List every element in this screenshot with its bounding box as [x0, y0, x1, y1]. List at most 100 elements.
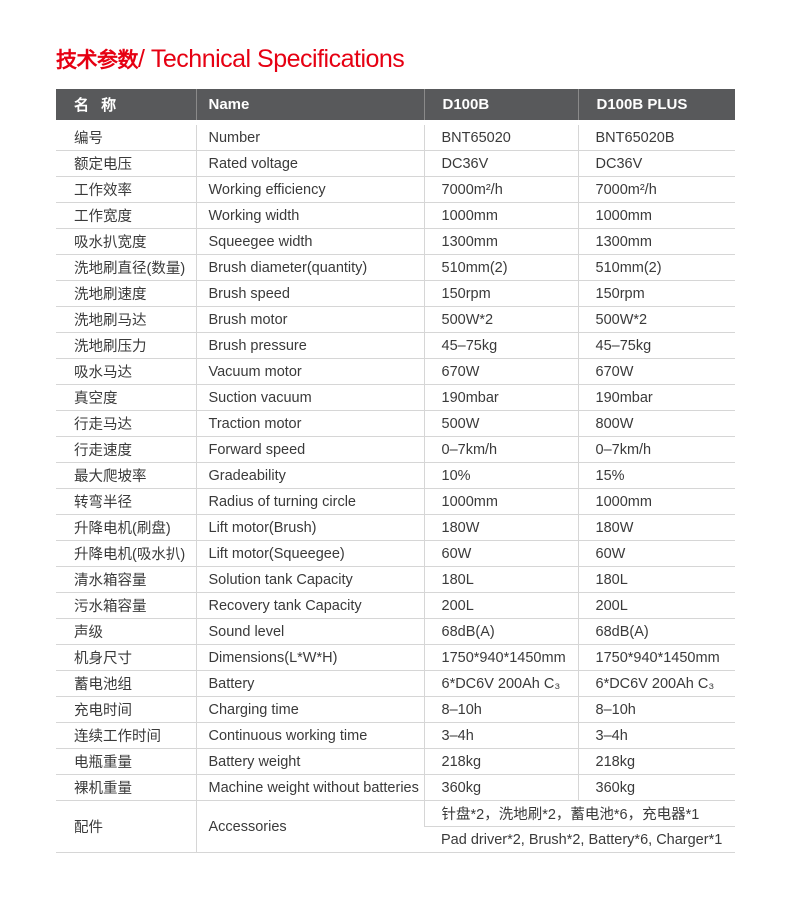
- accessories-value-en: Pad driver*2, Brush*2, Battery*6, Charge…: [424, 826, 735, 853]
- spec-name-zh: 洗地刷压力: [56, 332, 196, 359]
- table-row-accessories-en: Pad driver*2, Brush*2, Battery*6, Charge…: [56, 826, 735, 853]
- spec-name-zh: 污水箱容量: [56, 592, 196, 619]
- spec-value-d100b-plus: 0–7km/h: [577, 436, 735, 463]
- spec-name-zh: 吸水扒宽度: [56, 228, 196, 255]
- spec-name-en: Lift motor(Squeegee): [195, 540, 424, 567]
- spec-name-zh: 洗地刷马达: [56, 306, 196, 333]
- table-row: 额定电压 Rated voltage DC36V DC36V: [56, 150, 735, 177]
- spec-value-d100b: 68dB(A): [423, 618, 578, 645]
- spec-value-d100b: 60W: [423, 540, 578, 567]
- spec-name-zh: 最大爬坡率: [56, 462, 196, 489]
- spec-value-d100b-plus: 190mbar: [577, 384, 735, 411]
- spec-name-en: Lift motor(Brush): [195, 514, 424, 541]
- spec-name-zh: 洗地刷速度: [56, 280, 196, 307]
- spec-value-d100b-plus: 8–10h: [577, 696, 735, 723]
- spec-value-d100b-plus: 1300mm: [577, 228, 735, 255]
- spec-value-d100b-plus: 218kg: [577, 748, 735, 775]
- spec-value-d100b: 500W*2: [423, 306, 578, 333]
- spec-value-d100b: 45–75kg: [423, 332, 578, 359]
- spec-value-d100b-plus: 200L: [577, 592, 735, 619]
- spec-value-d100b-plus: 60W: [577, 540, 735, 567]
- table-row: 行走速度 Forward speed 0–7km/h 0–7km/h: [56, 436, 735, 463]
- header-d100b: D100B: [423, 89, 578, 125]
- spec-name-zh: 吸水马达: [56, 358, 196, 385]
- spec-value-d100b: 3–4h: [423, 722, 578, 749]
- spec-value-d100b-plus: 510mm(2): [577, 254, 735, 281]
- spec-name-zh: 升降电机(吸水扒): [56, 540, 196, 567]
- spec-name-en: Brush diameter(quantity): [195, 254, 424, 281]
- table-header: 名 称 Name D100B D100B PLUS: [56, 89, 735, 125]
- spec-name-zh: 清水箱容量: [56, 566, 196, 593]
- spec-name-en: Machine weight without batteries: [195, 774, 424, 801]
- spec-name-zh: 编号: [56, 122, 196, 151]
- spec-name-zh: 额定电压: [56, 150, 196, 177]
- spec-name-en: Squeegee width: [195, 228, 424, 255]
- spec-name-zh: 工作效率: [56, 176, 196, 203]
- spec-name-zh: 充电时间: [56, 696, 196, 723]
- spec-name-zh: 电瓶重量: [56, 748, 196, 775]
- spec-table: 名 称 Name D100B D100B PLUS 编号 Number BNT650…: [56, 89, 735, 853]
- spec-value-d100b-plus: 500W*2: [577, 306, 735, 333]
- table-row: 行走马达 Traction motor 500W 800W: [56, 410, 735, 437]
- spec-name-zh: 工作宽度: [56, 202, 196, 229]
- spec-value-d100b-plus: BNT65020B: [577, 122, 735, 151]
- table-row: 升降电机(吸水扒) Lift motor(Squeegee) 60W 60W: [56, 540, 735, 567]
- spec-name-en: Suction vacuum: [195, 384, 424, 411]
- table-row-accessories: 配件 Accessories 针盘*2，洗地刷*2，蓄电池*6，充电器*1: [56, 800, 735, 853]
- spec-value-d100b-plus: 3–4h: [577, 722, 735, 749]
- table-row: 工作效率 Working efficiency 7000m²/h 7000m²/h: [56, 176, 735, 203]
- spec-value-d100b: 500W: [423, 410, 578, 437]
- spec-value-d100b-plus: 1750*940*1450mm: [577, 644, 735, 671]
- spec-name-en: Brush pressure: [195, 332, 424, 359]
- spec-name-zh: 蓄电池组: [56, 670, 196, 697]
- spec-name-en: Brush speed: [195, 280, 424, 307]
- spec-value-d100b: 8–10h: [423, 696, 578, 723]
- spec-name-en: Radius of turning circle: [195, 488, 424, 515]
- spec-value-d100b: BNT65020: [423, 122, 578, 151]
- spec-name-zh: 连续工作时间: [56, 722, 196, 749]
- table-row: 吸水马达 Vacuum motor 670W 670W: [56, 358, 735, 385]
- table-row: 吸水扒宽度 Squeegee width 1300mm 1300mm: [56, 228, 735, 255]
- table-row: 真空度 Suction vacuum 190mbar 190mbar: [56, 384, 735, 411]
- spec-name-zh: 升降电机(刷盘): [56, 514, 196, 541]
- spec-name-en: Charging time: [195, 696, 424, 723]
- spec-value-d100b-plus: 360kg: [577, 774, 735, 801]
- spec-value-d100b: 6*DC6V 200Ah C₃: [423, 670, 578, 697]
- spec-name-zh: 行走马达: [56, 410, 196, 437]
- spec-name-zh: 行走速度: [56, 436, 196, 463]
- spec-value-d100b: 1300mm: [423, 228, 578, 255]
- table-row: 充电时间 Charging time 8–10h 8–10h: [56, 696, 735, 723]
- spec-name-en: Battery: [195, 670, 424, 697]
- spec-value-d100b: 360kg: [423, 774, 578, 801]
- spec-name-en: Number: [195, 122, 424, 151]
- spec-value-d100b-plus: 68dB(A): [577, 618, 735, 645]
- header-name-zh: 名 称: [56, 89, 196, 125]
- spec-value-d100b-plus: DC36V: [577, 150, 735, 177]
- table-row: 裸机重量 Machine weight without batteries 360k…: [56, 774, 735, 801]
- spec-name-zh: 机身尺寸: [56, 644, 196, 671]
- spec-value-d100b-plus: 15%: [577, 462, 735, 489]
- spec-value-d100b: 1750*940*1450mm: [423, 644, 578, 671]
- spec-value-d100b: 180L: [423, 566, 578, 593]
- table-row: 声级 Sound level 68dB(A) 68dB(A): [56, 618, 735, 645]
- spec-value-d100b: 190mbar: [423, 384, 578, 411]
- spec-name-en: Vacuum motor: [195, 358, 424, 385]
- table-row: 洗地刷直径(数量) Brush diameter(quantity) 510mm(2…: [56, 254, 735, 281]
- spec-value-d100b-plus: 6*DC6V 200Ah C₃: [577, 670, 735, 697]
- spec-value-d100b: 510mm(2): [423, 254, 578, 281]
- spec-name-zh: 配件: [56, 800, 196, 853]
- spec-name-zh: 转弯半径: [56, 488, 196, 515]
- spec-name-en: Forward speed: [195, 436, 424, 463]
- table-row: 编号 Number BNT65020 BNT65020B: [56, 122, 735, 151]
- spec-value-d100b-plus: 180L: [577, 566, 735, 593]
- spec-name-zh: 洗地刷直径(数量): [56, 254, 196, 281]
- spec-value-d100b-plus: 670W: [577, 358, 735, 385]
- spec-name-en: Battery weight: [195, 748, 424, 775]
- spec-value-d100b-plus: 150rpm: [577, 280, 735, 307]
- spec-name-en: Traction motor: [195, 410, 424, 437]
- header-d100b-plus: D100B PLUS: [577, 89, 735, 125]
- table-row: 洗地刷压力 Brush pressure 45–75kg 45–75kg: [56, 332, 735, 359]
- table-row: 洗地刷马达 Brush motor 500W*2 500W*2: [56, 306, 735, 333]
- spec-name-en: Working width: [195, 202, 424, 229]
- spec-name-zh: 裸机重量: [56, 774, 196, 801]
